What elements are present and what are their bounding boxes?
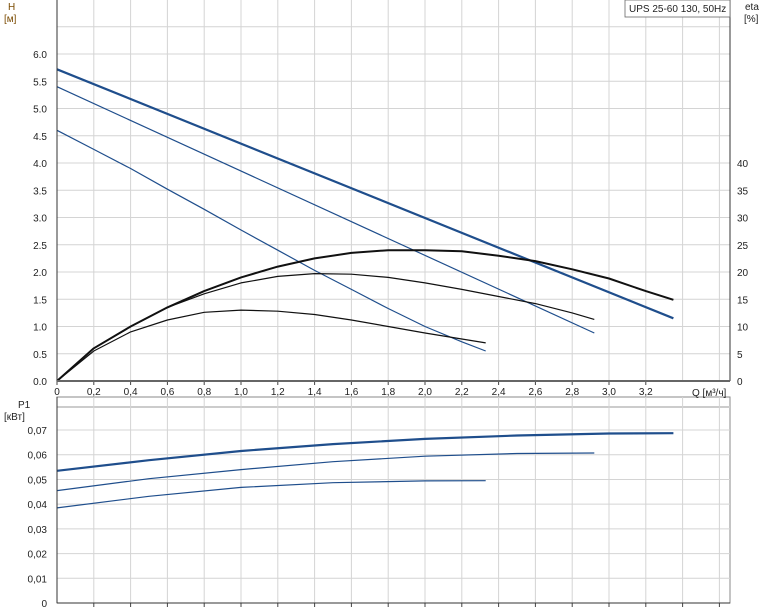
eta-tick-label: 0 [737, 377, 743, 388]
head-curve-0 [56, 68, 674, 320]
eta-tick-label: 20 [737, 268, 749, 279]
x-tick-label: 0,6 [160, 387, 174, 398]
eta-tick-label: 25 [737, 241, 749, 252]
head-curve-1 [56, 86, 595, 334]
x-tick-label: 1,4 [308, 387, 322, 398]
power-curve-2 [56, 480, 486, 509]
head-efficiency-chart: 0 0,2 0,4 0,6 0,8 1,0 1,2 1,4 1,6 1,8 2,0 2,2 2,4 2,6… [33, 0, 749, 398]
h-tick-label: 5.0 [33, 105, 47, 116]
h-tick-label: 4.5 [33, 132, 47, 143]
h-tick-label: 0.5 [33, 350, 47, 361]
p1-tick-label: 0,07 [28, 426, 48, 437]
x-tick-label: 2,2 [455, 387, 469, 398]
x-tick-label: 0,2 [87, 387, 101, 398]
x-tick-label: 2,4 [492, 387, 506, 398]
h-axis-label: H [8, 2, 15, 13]
x-tick-label: 0,4 [124, 387, 138, 398]
h-tick-label: 2.0 [33, 268, 47, 279]
x-tick-label: 1,8 [381, 387, 395, 398]
h-tick-label: 2.5 [33, 241, 47, 252]
power-chart: 0 0,01 0,02 0,03 0,04 0,05 0,06 0,07 [28, 396, 731, 610]
eta-tick-label: 40 [737, 159, 749, 170]
p1-tick-label: 0,01 [28, 574, 48, 585]
p1-axis-unit: [кВт] [4, 412, 25, 423]
h-tick-label: 3.0 [33, 214, 47, 225]
power-curve-0 [56, 432, 674, 472]
x-tick-label: 3,2 [639, 387, 653, 398]
x-tick-label: 2,6 [528, 387, 542, 398]
eta-tick-label: 35 [737, 186, 749, 197]
h-tick-label: 3.5 [33, 186, 47, 197]
eta-tick-label: 15 [737, 295, 749, 306]
x-tick-label: 2,8 [565, 387, 579, 398]
eta-curve-4 [56, 273, 595, 382]
x-tick-label: 0,8 [197, 387, 211, 398]
legend-box: UPS 25-60 130, 50Hz [624, 0, 731, 18]
eta-tick-label: 5 [737, 350, 743, 361]
p1-tick-label: 0 [41, 599, 47, 610]
eta-tick-label: 30 [737, 214, 749, 225]
p1-tick-label: 0,02 [28, 550, 48, 561]
h-axis-unit: [м] [4, 14, 17, 25]
x-tick-label: 3,0 [602, 387, 616, 398]
p1-tick-label: 0,04 [28, 500, 48, 511]
eta-axis-unit: [%] [744, 14, 759, 25]
h-tick-label: 1.5 [33, 295, 47, 306]
p1-tick-label: 0,06 [28, 451, 48, 462]
p1-tick-label: 0,03 [28, 525, 48, 536]
x-tick-label: 1,6 [344, 387, 358, 398]
x-tick-label: 1,2 [271, 387, 285, 398]
plot-area [56, 396, 731, 604]
p1-axis-label: P1 [18, 400, 31, 411]
x-tick-label: 2,0 [418, 387, 432, 398]
h-tick-label: 0.0 [33, 377, 47, 388]
x-tick-label: 1,0 [234, 387, 248, 398]
power-curve-1 [56, 452, 595, 492]
legend-title: UPS 25-60 130, 50Hz [629, 4, 726, 15]
h-tick-label: 1.0 [33, 323, 47, 334]
eta-tick-label: 10 [737, 323, 749, 334]
h-tick-label: 5.5 [33, 77, 47, 88]
eta-axis-label: eta [745, 2, 759, 13]
x-tick-label: 0 [54, 387, 60, 398]
eta-curve-5 [56, 309, 486, 382]
q-axis-label: Q [м³/ч] [692, 388, 727, 399]
h-tick-label: 6.0 [33, 50, 47, 61]
head-curve-2 [56, 129, 486, 352]
h-tick-label: 4.0 [33, 159, 47, 170]
p1-tick-label: 0,05 [28, 475, 48, 486]
